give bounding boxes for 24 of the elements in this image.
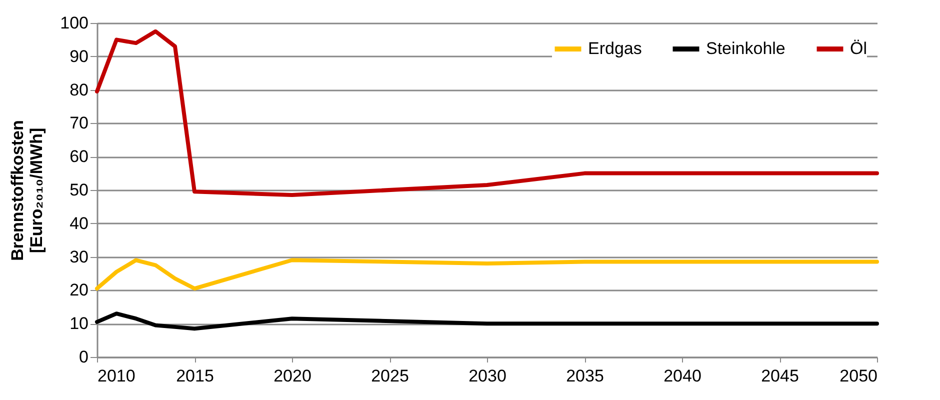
- x-tick-label: 2030: [468, 366, 506, 386]
- x-tick-label: 2040: [664, 366, 702, 386]
- y-tick-label: 30: [70, 247, 88, 266]
- y-tick-label: 90: [70, 46, 88, 66]
- y-tick-label: 100: [60, 14, 88, 32]
- y-axis-title: Brennstoffkosten [Euro₂₀₁₀/MWh]: [8, 120, 46, 261]
- y-tick-label: 80: [70, 80, 88, 100]
- x-tick-label: 2035: [566, 366, 604, 386]
- legend-label: Steinkohle: [706, 39, 786, 58]
- y-tick-label: 50: [70, 180, 88, 200]
- x-tick-label: 2010: [98, 366, 136, 386]
- x-tick-label: 2045: [761, 366, 799, 386]
- x-tick-label: 2015: [176, 366, 214, 386]
- x-tick-label: 2025: [371, 366, 409, 386]
- y-tick-label: 20: [70, 280, 88, 300]
- y-tick-label: 40: [70, 214, 88, 233]
- y-tick-label: 0: [79, 348, 88, 366]
- y-tick-label: 60: [70, 147, 88, 166]
- legend-label: Öl: [850, 39, 867, 58]
- y-tick-label: 10: [70, 314, 88, 334]
- x-tick-label: 2020: [274, 366, 312, 386]
- legend-label: Erdgas: [588, 39, 642, 58]
- y-tick-label: 70: [70, 114, 88, 133]
- x-tick-label: 2050: [840, 366, 878, 386]
